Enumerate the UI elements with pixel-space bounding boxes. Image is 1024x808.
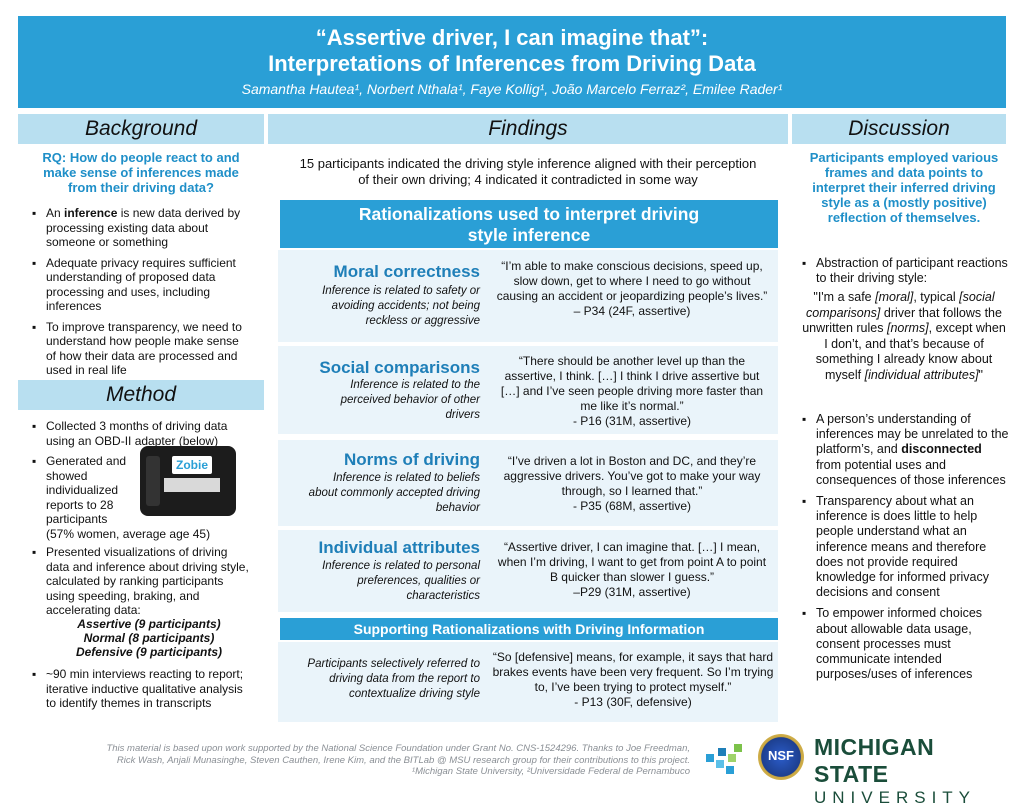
row-description: Inference is related to safety or avoidi… bbox=[322, 285, 480, 327]
discussion-bullet: A person’s understanding of inferences m… bbox=[800, 412, 1010, 488]
findings-heading: Findings bbox=[268, 114, 788, 144]
row-description: Inference is related to personal prefere… bbox=[322, 560, 480, 602]
driving-style-groups: Assertive (9 participants) Normal (8 par… bbox=[54, 617, 244, 659]
rationalization-row-social: Social comparisons Inference is related … bbox=[278, 346, 778, 434]
style-normal: Normal (8 participants) bbox=[83, 631, 215, 645]
obd-adapter-image: Zobie bbox=[140, 446, 236, 516]
discussion-list: Abstraction of participant reactions to … bbox=[800, 256, 1010, 289]
discussion-bullet: Transparency about what an inference is … bbox=[800, 494, 1010, 600]
discussion-bullet: Abstraction of participant reactions to … bbox=[800, 256, 1010, 286]
title-banner: “Assertive driver, I can imagine that”: … bbox=[18, 16, 1006, 108]
bitlab-logo bbox=[704, 740, 748, 776]
row-title: Norms of driving bbox=[343, 450, 480, 469]
nsf-logo: NSF bbox=[758, 734, 804, 780]
research-question: RQ: How do people react to and make sens… bbox=[42, 150, 240, 195]
title-line1: “Assertive driver, I can imagine that”: bbox=[315, 25, 709, 50]
discussion-lead: Participants employed various frames and… bbox=[809, 150, 999, 225]
device-sticker bbox=[164, 478, 220, 492]
zobie-logo: Zobie bbox=[172, 456, 212, 474]
row-quote: “There should be another level up than t… bbox=[500, 354, 764, 428]
discussion-bullet: To empower informed choices about allowa… bbox=[800, 606, 1010, 682]
rationalization-row-individual: Individual attributes Inference is relat… bbox=[278, 530, 778, 612]
method-list-end: ~90 min interviews reacting to report; i… bbox=[30, 667, 252, 717]
rationalizations-title: Rationalizations used to interpret drivi… bbox=[280, 200, 778, 248]
authors: Samantha Hautea¹, Norbert Nthala¹, Faye … bbox=[241, 81, 783, 97]
style-assertive: Assertive (9 participants) bbox=[77, 617, 221, 631]
rationalization-row-moral: Moral correctness Inference is related t… bbox=[278, 250, 778, 342]
background-heading: Background bbox=[18, 114, 264, 144]
row-quote: “I’ve driven a lot in Boston and DC, and… bbox=[503, 454, 761, 513]
method-heading: Method bbox=[18, 380, 264, 410]
rationalization-row-norms: Norms of driving Inference is related to… bbox=[278, 440, 778, 526]
title-line2: Interpretations of Inferences from Drivi… bbox=[268, 51, 756, 76]
method-bullet: Generated and showed individualized repo… bbox=[30, 454, 252, 541]
supporting-quote: “So [defensive] means, for example, it s… bbox=[492, 650, 774, 709]
discussion-list-2: A person’s understanding of inferences m… bbox=[800, 412, 1010, 688]
row-description: Inference is related to beliefs about co… bbox=[308, 472, 480, 514]
style-defensive: Defensive (9 participants) bbox=[75, 645, 223, 659]
device-connector bbox=[146, 456, 160, 506]
acknowledgments: This material is based upon work support… bbox=[106, 743, 690, 777]
method-bullet: ~90 min interviews reacting to report; i… bbox=[30, 667, 252, 711]
background-list: An inference is new data derived by proc… bbox=[30, 206, 252, 384]
supporting-row: Participants selectively referred to dri… bbox=[278, 642, 778, 722]
row-quote: “Assertive driver, I can imagine that. [… bbox=[497, 540, 767, 599]
findings-summary: 15 participants indicated the driving st… bbox=[299, 156, 757, 187]
discussion-heading: Discussion bbox=[792, 114, 1006, 144]
background-bullet: Adequate privacy requires sufficient und… bbox=[30, 256, 252, 314]
method-bullet: Collected 3 months of driving data using… bbox=[30, 419, 252, 448]
row-title: Moral correctness bbox=[333, 262, 480, 281]
background-bullet: To improve transparency, we need to unde… bbox=[30, 320, 252, 378]
method-bullet: Presented visualizations of driving data… bbox=[30, 545, 252, 618]
discussion-abstraction-quote: "I'm a safe [moral], typical [social com… bbox=[802, 290, 1006, 382]
method-list: Collected 3 months of driving data using… bbox=[30, 419, 252, 618]
row-description: Inference is related to the perceived be… bbox=[340, 379, 480, 421]
row-title: Social comparisons bbox=[319, 358, 480, 377]
supporting-description: Participants selectively referred to dri… bbox=[307, 658, 480, 700]
row-quote: “I’m able to make conscious decisions, s… bbox=[496, 259, 768, 318]
msu-logo: MICHIGAN STATE UNIVERSITY bbox=[814, 734, 977, 807]
supporting-title: Supporting Rationalizations with Driving… bbox=[280, 618, 778, 640]
background-bullet: An inference is new data derived by proc… bbox=[30, 206, 252, 250]
row-title: Individual attributes bbox=[318, 538, 480, 557]
